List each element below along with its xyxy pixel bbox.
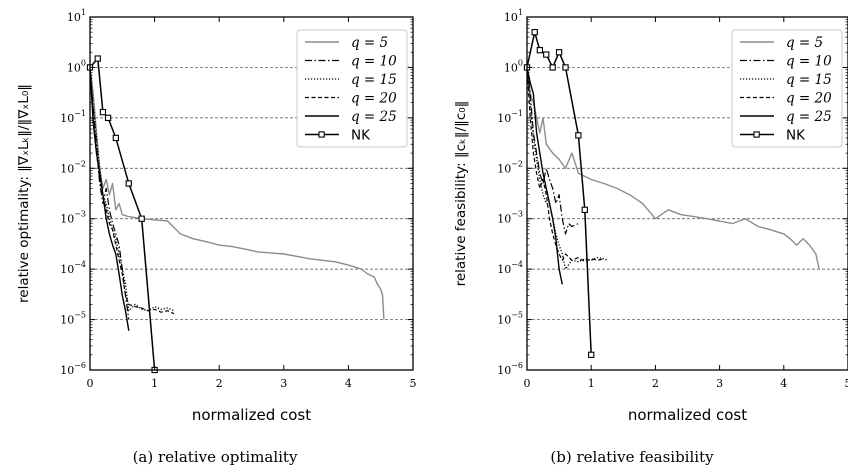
legend-box [296, 29, 408, 148]
nk-marker [125, 180, 132, 187]
x-tick-label: 3 [280, 377, 287, 390]
y-tick-label: 10−4 [60, 260, 86, 276]
series-line-solid-gray [526, 67, 820, 270]
series-line-dashdot [526, 67, 579, 235]
x-tick-label: 0 [524, 377, 531, 390]
x-axis-label: normalized cost [192, 406, 311, 424]
x-tick-label: 5 [410, 377, 417, 390]
y-tick-label: 10−6 [60, 361, 86, 377]
legend-label: q = 15 [351, 72, 397, 88]
y-tick-label: 101 [504, 8, 523, 24]
y-tick-label: 10−3 [497, 210, 523, 226]
y-tick-label: 10−5 [497, 311, 523, 327]
y-tick-label: 10−3 [60, 210, 86, 226]
x-tick-label: 3 [716, 377, 723, 390]
y-tick-label: 10−2 [497, 159, 523, 175]
axes-frame [89, 16, 414, 371]
series-line-solid [89, 67, 130, 331]
nk-marker [562, 64, 569, 71]
series-line-solid-square [89, 57, 156, 371]
nk-marker [575, 132, 582, 139]
x-tick-label: 5 [845, 377, 848, 390]
y-tick-label: 10−1 [497, 109, 523, 125]
y-tick-label: 10−2 [60, 159, 86, 175]
legend-label: q = 20 [786, 91, 832, 107]
x-tick-label: 4 [780, 377, 787, 390]
nk-marker [543, 51, 550, 58]
y-tick-label: 100 [504, 58, 523, 74]
y-tick-label: 101 [67, 8, 86, 24]
nk-marker [588, 351, 595, 358]
legend-label: NK [351, 128, 371, 144]
caption-b: (b) relative feasibility [550, 448, 714, 466]
nk-marker [104, 114, 112, 122]
y-axis-label: relative optimality: ‖∇ₓLₖ‖/‖∇ₓL₀‖ [16, 84, 32, 303]
nk-marker [112, 134, 119, 142]
x-tick-label: 2 [652, 377, 659, 390]
y-tick-label: 10−5 [60, 311, 86, 327]
series-line-solid-square [526, 31, 592, 355]
series-line-solid [526, 67, 563, 285]
series-line-dotted [526, 67, 608, 270]
panel-feasibility: 0 1 2 3 4 5 10−6 10−5 10−4 10−3 10−2 10−1 100 101 norm… [453, 8, 848, 424]
series-line-dashed [89, 67, 175, 315]
axes-frame [526, 16, 848, 371]
nk-marker [531, 29, 538, 36]
legend-label: q = 25 [351, 109, 397, 125]
legend-label: q = 20 [351, 91, 397, 107]
nk-marker [138, 215, 145, 222]
legend-label: q = 15 [786, 72, 832, 88]
nk-marker [94, 55, 101, 62]
legend-label: q = 25 [786, 109, 832, 125]
x-tick-label: 1 [151, 377, 158, 390]
legend-box [731, 29, 843, 148]
x-tick-label: 2 [216, 377, 223, 390]
y-axis-label: relative feasibility: ‖cₖ‖/‖c₀‖ [453, 101, 469, 287]
nk-marker [549, 64, 556, 71]
nk-marker [581, 206, 588, 213]
nk-marker [536, 47, 543, 54]
x-axis-label: normalized cost [628, 406, 747, 424]
y-tick-label: 10−1 [60, 109, 86, 125]
legend-label: q = 5 [786, 35, 823, 51]
legend-label: q = 5 [351, 35, 388, 51]
legend-label: NK [786, 128, 806, 144]
nk-marker [555, 49, 563, 56]
legend-marker [318, 131, 325, 138]
x-tick-label: 4 [345, 377, 352, 390]
x-tick-label: 0 [87, 377, 94, 390]
legend-marker [753, 131, 760, 138]
series-line-solid-gray [89, 67, 385, 320]
nk-marker [99, 108, 107, 116]
caption-a: (a) relative optimality [133, 448, 298, 466]
legend-label: q = 10 [786, 54, 832, 70]
panel-optimality: 0 1 2 3 4 5 10−6 10−5 10−4 10−3 10−2 10−1 100 101 norm… [16, 8, 417, 424]
y-tick-label: 100 [67, 58, 86, 74]
x-tick-label: 1 [588, 377, 595, 390]
y-tick-label: 10−6 [497, 361, 523, 377]
y-tick-label: 10−4 [497, 260, 523, 276]
legend-label: q = 10 [351, 54, 397, 70]
